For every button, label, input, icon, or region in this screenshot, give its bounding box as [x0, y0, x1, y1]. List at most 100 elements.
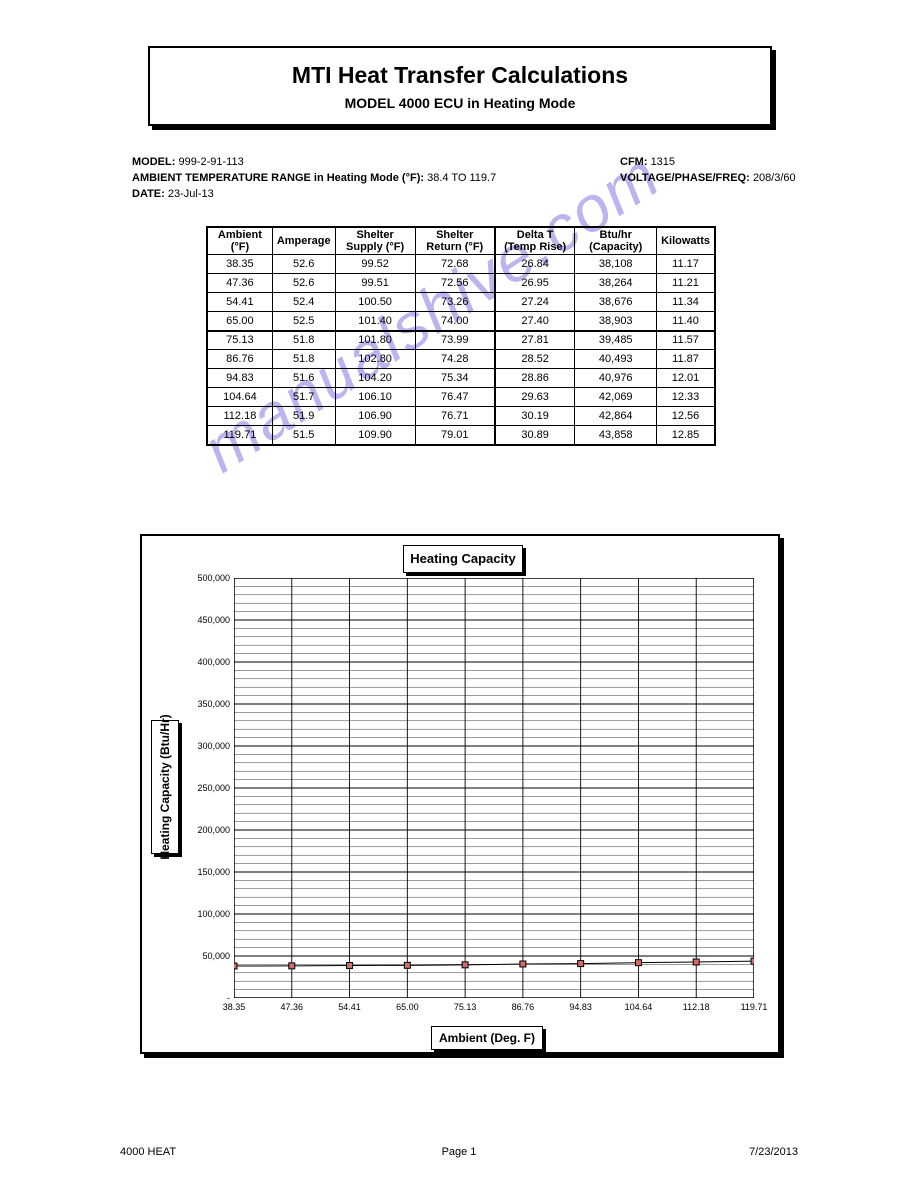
cell: 30.89	[495, 426, 575, 445]
cell: 28.52	[495, 350, 575, 369]
xlabel: 94.83	[566, 1002, 596, 1012]
amb-label: AMBIENT TEMPERATURE RANGE in Heating Mod…	[132, 172, 424, 184]
ylabel: 450,000	[196, 615, 230, 625]
row-volt: VOLTAGE/PHASE/FREQ: 208/3/60	[620, 172, 796, 184]
cell: 28.86	[495, 369, 575, 388]
model-value: 999-2-91-113	[178, 156, 243, 168]
cell: 11.34	[657, 293, 715, 312]
xlabel: 104.64	[623, 1002, 653, 1012]
cell: 72.56	[415, 274, 495, 293]
cell: 43,858	[575, 426, 657, 445]
volt-label: VOLTAGE/PHASE/FREQ:	[620, 172, 750, 184]
amb-sep: TO	[451, 172, 469, 184]
ylabel: 400,000	[196, 657, 230, 667]
xlabel: 119.71	[739, 1002, 769, 1012]
row-date: DATE: 23-Jul-13	[132, 188, 214, 200]
table-row: 47.3652.699.5172.5626.9538,26411.21	[207, 274, 715, 293]
ylabel: 100,000	[196, 909, 230, 919]
date-value: 23-Jul-13	[168, 188, 214, 200]
xlabel: 75.13	[450, 1002, 480, 1012]
xlabel: 47.36	[277, 1002, 307, 1012]
cell: 51.9	[272, 407, 335, 426]
cell: 104.64	[207, 388, 272, 407]
cell: 104.20	[335, 369, 415, 388]
table-row: 54.4152.4100.5073.2627.2438,67611.34	[207, 293, 715, 312]
chart-ytitle: Heating Capacity (Btu/Hr)	[151, 720, 179, 854]
cell: 52.6	[272, 255, 335, 274]
table-row: 86.7651.8102.8074.2828.5240,49311.87	[207, 350, 715, 369]
cell: 47.36	[207, 274, 272, 293]
xlabel: 65.00	[392, 1002, 422, 1012]
cell: 51.6	[272, 369, 335, 388]
volt-value: 208/3/60	[753, 172, 796, 184]
cell: 72.68	[415, 255, 495, 274]
cell: 119.71	[207, 426, 272, 445]
cell: 30.19	[495, 407, 575, 426]
cell: 99.52	[335, 255, 415, 274]
ylabel: 250,000	[196, 783, 230, 793]
cfm-value: 1315	[651, 156, 675, 168]
data-table: Ambient (°F)AmperageShelter Supply (°F)S…	[206, 226, 716, 446]
cell: 11.40	[657, 312, 715, 331]
table-row: 75.1351.8101.8073.9927.8139,48511.57	[207, 331, 715, 350]
cell: 74.00	[415, 312, 495, 331]
header-subtitle: MODEL 4000 ECU in Heating Mode	[150, 95, 770, 111]
table-row: 65.0052.5101.4074.0027.4038,90311.40	[207, 312, 715, 331]
cell: 54.41	[207, 293, 272, 312]
cell: 76.47	[415, 388, 495, 407]
th-4: Delta T (Temp Rise)	[495, 227, 575, 255]
cell: 100.50	[335, 293, 415, 312]
cell: 73.26	[415, 293, 495, 312]
cell: 27.40	[495, 312, 575, 331]
cell: 11.57	[657, 331, 715, 350]
cell: 12.56	[657, 407, 715, 426]
header-title: MTI Heat Transfer Calculations	[150, 62, 770, 89]
ylabel: 50,000	[196, 951, 230, 961]
th-6: Kilowatts	[657, 227, 715, 255]
table-row: 112.1851.9106.9076.7130.1942,86412.56	[207, 407, 715, 426]
cell: 51.8	[272, 331, 335, 350]
row-amb: AMBIENT TEMPERATURE RANGE in Heating Mod…	[132, 172, 496, 184]
table-row: 104.6451.7106.1076.4729.6342,06912.33	[207, 388, 715, 407]
cell: 11.21	[657, 274, 715, 293]
cell: 29.63	[495, 388, 575, 407]
ylabel: 350,000	[196, 699, 230, 709]
cell: 94.83	[207, 369, 272, 388]
cell: 38.35	[207, 255, 272, 274]
table-row: 119.7151.5109.9079.0130.8943,85812.85	[207, 426, 715, 445]
ylabel: 200,000	[196, 825, 230, 835]
cell: 99.51	[335, 274, 415, 293]
table-row: 38.3552.699.5272.6826.8438,10811.17	[207, 255, 715, 274]
cell: 12.01	[657, 369, 715, 388]
amb-high: 119.7	[470, 172, 497, 184]
th-3: Shelter Return (°F)	[415, 227, 495, 255]
row-cfm: CFM: 1315	[620, 156, 675, 168]
cell: 26.95	[495, 274, 575, 293]
th-1: Amperage	[272, 227, 335, 255]
cell: 73.99	[415, 331, 495, 350]
header-box: MTI Heat Transfer Calculations MODEL 400…	[148, 46, 772, 126]
cell: 112.18	[207, 407, 272, 426]
footer-right: 7/23/2013	[749, 1146, 798, 1158]
xlabel: 54.41	[335, 1002, 365, 1012]
table-row: 94.8351.6104.2075.3428.8640,97612.01	[207, 369, 715, 388]
cell: 40,976	[575, 369, 657, 388]
cell: 52.6	[272, 274, 335, 293]
cell: 106.10	[335, 388, 415, 407]
cell: 76.71	[415, 407, 495, 426]
th-5: Btu/hr (Capacity)	[575, 227, 657, 255]
cell: 12.85	[657, 426, 715, 445]
cell: 40,493	[575, 350, 657, 369]
cell: 75.34	[415, 369, 495, 388]
ylabel: 150,000	[196, 867, 230, 877]
cell: 11.87	[657, 350, 715, 369]
th-2: Shelter Supply (°F)	[335, 227, 415, 255]
chart-xtitle: Ambient (Deg. F)	[431, 1026, 543, 1050]
xlabel: 112.18	[681, 1002, 711, 1012]
cell: 86.76	[207, 350, 272, 369]
cell: 12.33	[657, 388, 715, 407]
cell: 79.01	[415, 426, 495, 445]
xlabel: 38.35	[219, 1002, 249, 1012]
chart-title: Heating Capacity	[403, 545, 523, 573]
cell: 26.84	[495, 255, 575, 274]
